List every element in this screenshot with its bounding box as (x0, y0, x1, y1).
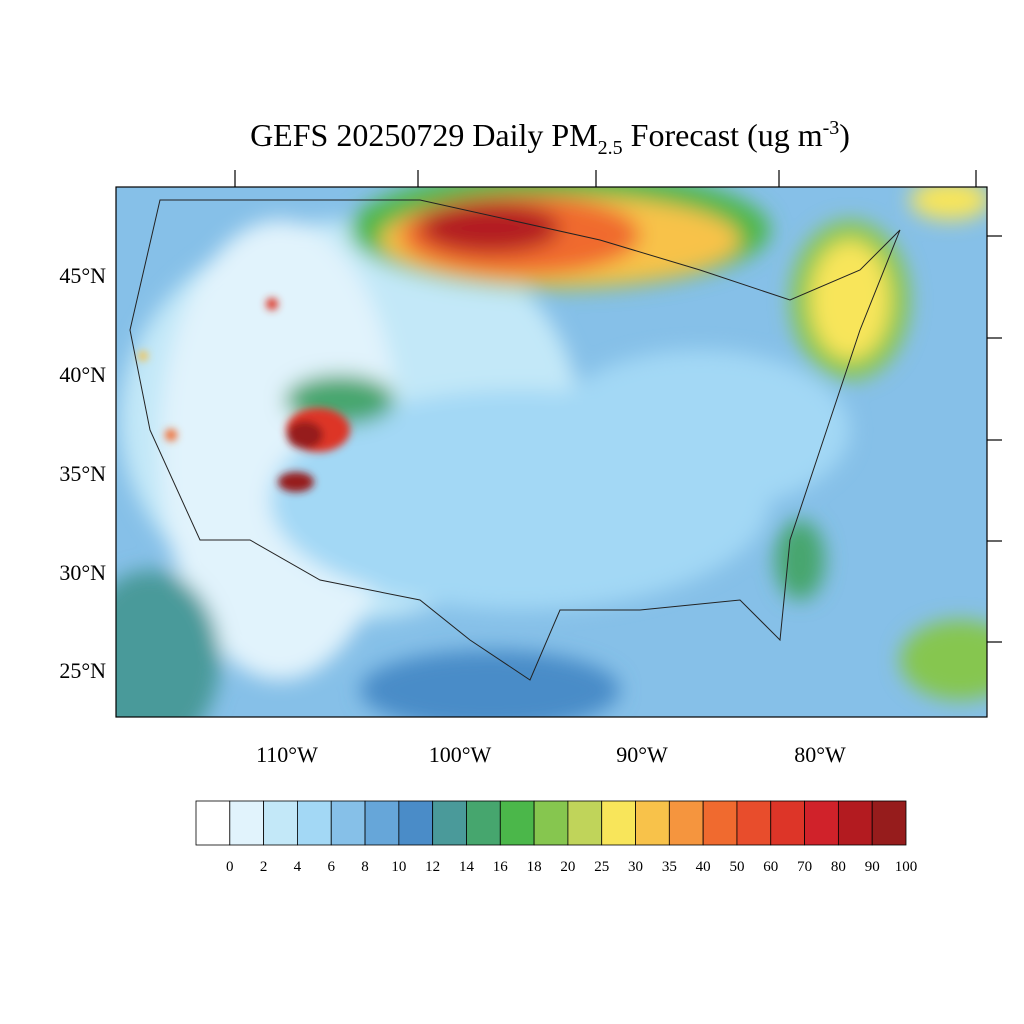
colorbar-box (804, 800, 839, 846)
colorbar-label: 60 (763, 859, 778, 875)
colorbar-label: 16 (493, 859, 509, 875)
colorbar-box (466, 800, 501, 846)
title-main: GEFS 20250729 Daily PM (250, 117, 598, 153)
colorbar-label: 20 (560, 859, 575, 875)
colorbar-label: 8 (361, 859, 369, 875)
colorbar-box (601, 800, 636, 846)
colorbar-label: 4 (294, 859, 302, 875)
colorbar-box (297, 800, 332, 846)
colorbar-box (871, 800, 907, 846)
colorbar-label: 50 (729, 859, 744, 875)
colorbar-label: 10 (391, 859, 406, 875)
axis-labels: 45°N 40°N 35°N 30°N 25°N 110°W 100°W 90°W 80°W (59, 263, 846, 767)
colorbar-box (229, 800, 265, 846)
colorbar-label: 30 (628, 859, 643, 875)
title-end: ) (839, 117, 850, 153)
colorbar-box (398, 800, 434, 846)
lon-label: 80°W (794, 742, 846, 767)
colorbar-label: 12 (425, 859, 440, 875)
colorbar-box (770, 800, 805, 846)
map-field (116, 187, 987, 717)
colorbar-box (263, 800, 298, 846)
colorbar-box (635, 800, 670, 846)
title-sub: 2.5 (598, 137, 623, 159)
colorbar-box (837, 800, 873, 846)
colorbar-box (499, 800, 535, 846)
title-sup: -3 (823, 117, 840, 139)
map-title: GEFS 20250729 Daily PM2.5 Forecast (ug m… (250, 117, 850, 159)
colorbar: 0 2 4 6 8 10 12 14 16 18 20 25 30 35 40 50 60 70 80 90 100 (195, 800, 918, 875)
colorbar-box (432, 800, 467, 846)
colorbar-label: 0 (226, 859, 234, 875)
colorbar-label: 18 (527, 859, 542, 875)
colorbar-box (567, 800, 603, 846)
colorbar-box (330, 800, 366, 846)
colorbar-label: 6 (327, 859, 335, 875)
colorbar-label: 80 (831, 859, 846, 875)
lon-label: 90°W (616, 742, 668, 767)
colorbar-box (736, 800, 772, 846)
lat-label: 35°N (59, 461, 106, 486)
map-frame (115, 186, 988, 718)
title-middle: Forecast (ug m (623, 117, 823, 153)
lat-label: 30°N (59, 560, 106, 585)
map-ticks (234, 170, 1002, 643)
colorbar-box (702, 800, 738, 846)
colorbar-label: 100 (895, 859, 918, 875)
lat-label: 45°N (59, 263, 106, 288)
colorbar-label: 40 (696, 859, 711, 875)
colorbar-label: 2 (260, 859, 268, 875)
colorbar-box (668, 800, 704, 846)
colorbar-box (533, 800, 569, 846)
colorbar-box (195, 800, 231, 846)
colorbar-label: 25 (594, 859, 609, 875)
lon-label: 100°W (429, 742, 492, 767)
lat-label: 40°N (59, 362, 106, 387)
colorbar-label: 70 (797, 859, 812, 875)
lon-label: 110°W (256, 742, 318, 767)
colorbar-label: 14 (459, 859, 475, 875)
colorbar-box (364, 800, 400, 846)
colorbar-label: 90 (865, 859, 880, 875)
lat-label: 25°N (59, 658, 106, 683)
colorbar-label: 35 (662, 859, 677, 875)
